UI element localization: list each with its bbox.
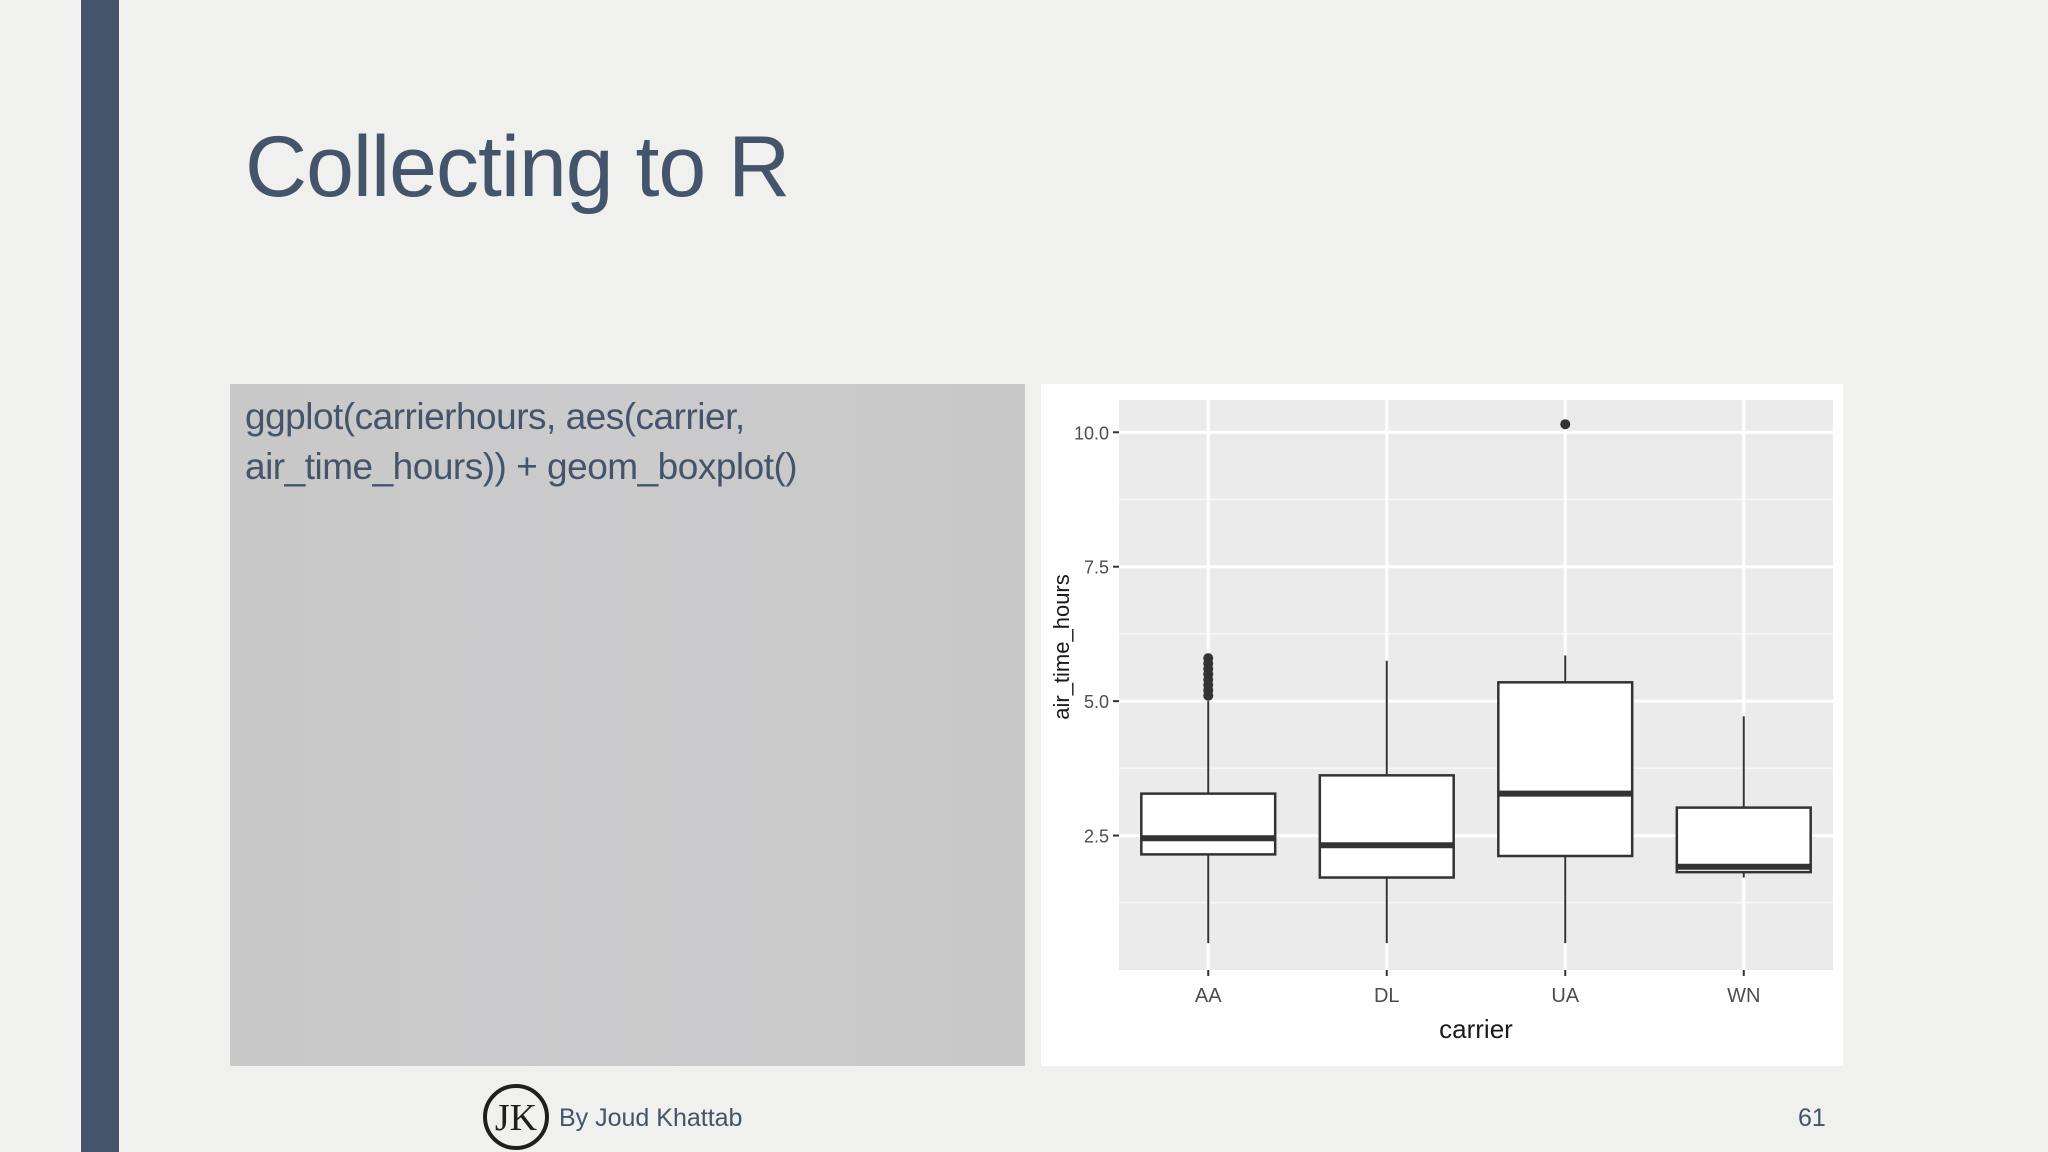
code-line: air_time_hours)) + geom_boxplot(): [245, 446, 798, 487]
plot-background: [1119, 400, 1833, 970]
code-box: ggplot(carrierhours, aes(carrier, air_ti…: [230, 384, 1025, 1066]
slide-title: Collecting to R: [245, 119, 790, 215]
y-tick-label: 10.0: [1074, 423, 1109, 443]
x-tick-label: WN: [1727, 985, 1760, 1007]
code-snippet: ggplot(carrierhours, aes(carrier, air_ti…: [245, 392, 1005, 492]
x-tick-label: AA: [1195, 985, 1222, 1007]
footer-author: By Joud Khattab: [559, 1104, 743, 1132]
logo-text: JK: [495, 1097, 538, 1139]
y-tick-label: 2.5: [1084, 827, 1109, 847]
outlier-point: [1203, 653, 1214, 664]
outlier-point: [1560, 419, 1571, 430]
y-tick-label: 5.0: [1084, 692, 1109, 712]
box: [1497, 681, 1634, 858]
y-tick-label: 7.5: [1084, 558, 1109, 578]
box: [1140, 792, 1277, 856]
boxplot-chart: 2.5 5.0 7.5 10.0 AA DL UA WN carrier air_time_hou…: [1049, 400, 1833, 1044]
x-axis-title: carrier: [1439, 1014, 1513, 1044]
boxplot-chart-panel: 2.5 5.0 7.5 10.0 AA DL UA WN carrier air_time_hou…: [1041, 384, 1843, 1066]
code-line: ggplot(carrierhours, aes(carrier,: [245, 396, 745, 437]
x-tick-label: UA: [1551, 985, 1579, 1007]
left-accent-bar: [81, 0, 119, 1152]
box: [1675, 806, 1812, 874]
x-tick-label: DL: [1374, 985, 1400, 1007]
page-number: 61: [1798, 1104, 1826, 1132]
author-logo-icon: JK: [483, 1084, 549, 1150]
box: [1318, 774, 1455, 879]
y-axis-title: air_time_hours: [1049, 574, 1074, 720]
